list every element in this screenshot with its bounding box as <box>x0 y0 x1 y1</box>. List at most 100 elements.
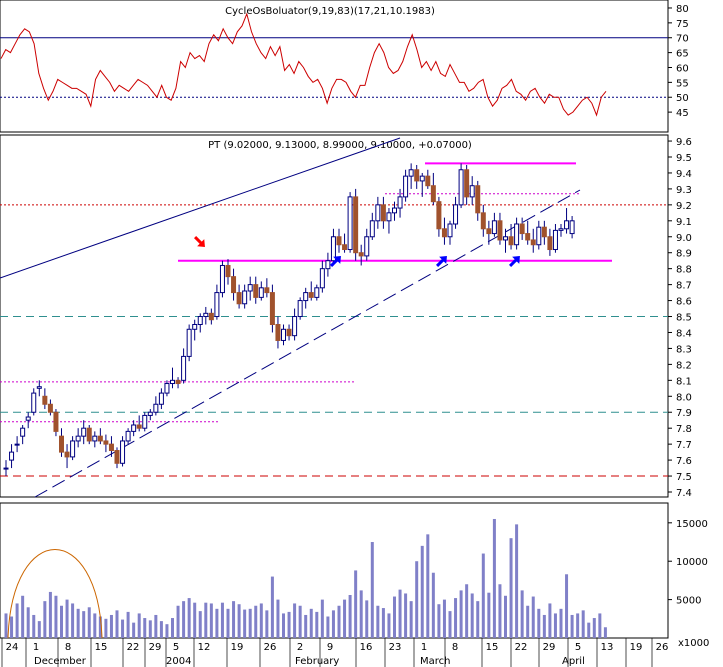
price-tick-label: 8.1 <box>676 376 692 387</box>
candle-body <box>225 264 231 278</box>
volume-bar <box>442 599 446 638</box>
volume-bar <box>26 607 30 638</box>
candle-body <box>397 196 403 209</box>
volume-bar <box>343 599 347 638</box>
volume-bar <box>115 610 119 638</box>
volume-bar <box>376 605 380 638</box>
candle-body <box>547 236 553 251</box>
rsi-tick-label: 45 <box>676 108 689 119</box>
price-title: PT (9.02000, 9.13000, 8.99000, 9.10000, … <box>208 140 472 151</box>
month-label: 2004 <box>166 656 191 667</box>
candle-body <box>503 236 508 241</box>
price-tick-label: 7.4 <box>676 488 692 499</box>
day-label: 19 <box>630 642 643 653</box>
day-label: 26 <box>656 642 669 653</box>
volume-bar <box>531 596 535 638</box>
volume-bar <box>109 614 113 638</box>
candle-body <box>303 292 309 302</box>
volume-bar <box>10 616 14 638</box>
volume-bar <box>60 605 63 638</box>
candle-body <box>242 290 248 305</box>
candle-body <box>497 220 503 241</box>
candle-body <box>236 292 242 305</box>
day-label: 5 <box>575 642 581 653</box>
candle-body <box>103 440 109 445</box>
candle-body <box>453 204 459 225</box>
volume-bar <box>248 608 252 638</box>
volume-bar <box>82 611 86 638</box>
volume-bar <box>237 604 241 638</box>
volume-bar <box>87 607 91 638</box>
candle-body <box>70 440 76 458</box>
volume-bar <box>287 611 291 638</box>
candle-body <box>203 312 209 318</box>
price-tick-label: 9.5 <box>676 153 692 164</box>
price-tick-label: 8.3 <box>676 344 692 355</box>
candle-body <box>458 169 464 206</box>
volume-bar <box>104 618 108 638</box>
blue-arrow-3 <box>508 256 520 268</box>
price-tick-label: 9.2 <box>676 201 692 212</box>
day-label: 15 <box>486 642 499 653</box>
volume-bar <box>487 592 491 638</box>
volume-bar <box>71 603 75 638</box>
blue-arrow-1 <box>329 256 341 268</box>
candle-body <box>564 220 570 230</box>
month-label: March <box>420 656 450 667</box>
volume-bar <box>415 561 419 638</box>
candle-body <box>3 467 9 470</box>
volume-bar <box>182 601 186 638</box>
candle-body <box>53 411 59 432</box>
candle-body <box>414 169 420 182</box>
volume-tick-label: 15000 <box>676 519 708 530</box>
volume-bar <box>598 613 602 638</box>
candle-body <box>186 328 192 357</box>
volume-bar <box>165 624 169 638</box>
candle-body <box>436 201 442 230</box>
volume-bar <box>43 601 47 638</box>
day-label: 9 <box>327 642 333 653</box>
volume-bar <box>270 576 274 638</box>
red-arrow-head <box>197 239 205 247</box>
candle-body <box>208 312 214 321</box>
candle-body <box>108 443 114 452</box>
candle-body <box>353 196 359 254</box>
day-label: 5 <box>173 642 179 653</box>
candle-body <box>364 236 370 257</box>
volume-bar <box>365 600 369 638</box>
candle-body <box>347 196 353 251</box>
volume-bar <box>559 608 563 638</box>
volume-bar <box>209 603 213 638</box>
candle-body <box>380 204 386 222</box>
candle-body <box>92 435 98 442</box>
day-label: 2 <box>297 642 303 653</box>
volume-bar <box>454 598 458 638</box>
candle-body <box>81 427 87 437</box>
rsi-series-line <box>0 12 607 117</box>
candle-body <box>197 316 203 325</box>
candle-body <box>325 260 331 270</box>
upper-trend-line <box>0 137 401 279</box>
candle-body <box>292 316 298 337</box>
volume-bar <box>315 611 319 638</box>
candle-body <box>136 424 142 429</box>
day-label: 22 <box>127 642 140 653</box>
candle-body <box>281 328 286 341</box>
rsi-frame <box>0 0 669 133</box>
candle-body <box>42 395 48 405</box>
candle-body <box>147 411 153 416</box>
volume-bar <box>220 602 224 638</box>
month-label: April <box>562 656 585 667</box>
candle-body <box>142 414 148 429</box>
price-tick-label: 7.7 <box>676 440 692 451</box>
day-label: 8 <box>65 642 71 653</box>
day-label: 13 <box>601 642 614 653</box>
candle-body <box>297 300 303 318</box>
price-tick-label: 9.0 <box>676 233 692 244</box>
candle-body <box>536 226 542 246</box>
volume-bar <box>326 616 330 638</box>
candle-body <box>253 284 259 298</box>
candle-body <box>447 223 453 238</box>
volume-bar <box>553 613 557 638</box>
